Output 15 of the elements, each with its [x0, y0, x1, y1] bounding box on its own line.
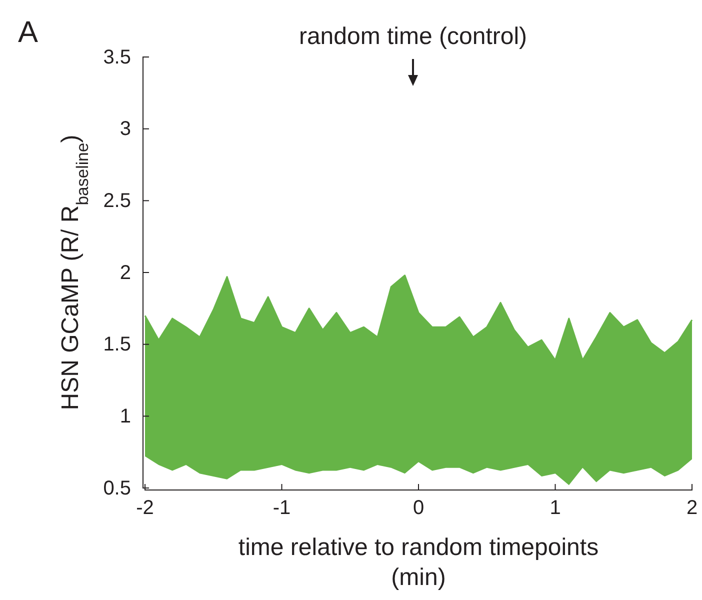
y-tick-label: 1.5: [103, 334, 131, 356]
x-tick-label: 0: [412, 497, 424, 520]
x-tick-label: 1: [550, 497, 561, 520]
text: random time (control): [298, 23, 528, 50]
x-tick-label: -1: [272, 497, 291, 520]
x-tick-label: -2: [136, 497, 154, 520]
x-axis-title: time relative to random timepoints (min): [238, 534, 599, 591]
y-tick-label: 1: [120, 406, 131, 428]
y-tick-label: 0.5: [103, 477, 131, 500]
y-tick-label: 3.5: [103, 46, 131, 68]
y-tick-label: 2: [120, 262, 131, 284]
text: A: [18, 16, 38, 49]
x-tick-label: 2: [686, 497, 698, 520]
y-tick-label: 3: [120, 118, 131, 140]
y-tick-label: 2.5: [103, 190, 131, 212]
